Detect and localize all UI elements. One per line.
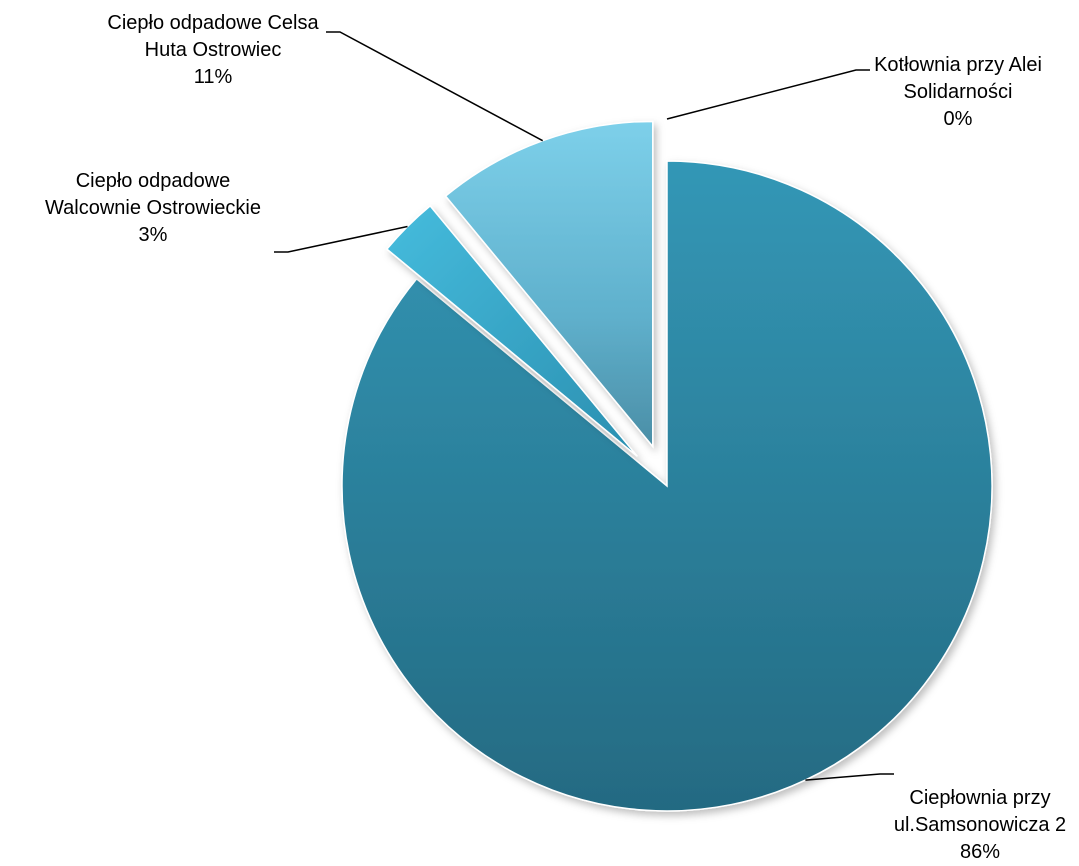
slice-label-celsa: Ciepło odpadowe Celsa Huta Ostrowiec 11% bbox=[107, 10, 318, 91]
slice-label-line: Huta Ostrowiec bbox=[144, 39, 282, 61]
slice-label-line: Walcownie Ostrowieckie bbox=[45, 197, 261, 219]
pie-slice-walcownie bbox=[385, 204, 638, 457]
slice-label-line: Kotłownia przy Alei bbox=[874, 54, 1042, 76]
slice-value-label: 0% bbox=[943, 108, 973, 130]
slice-label-line: Ciepło odpadowe Celsa bbox=[107, 12, 319, 34]
pie-slice-cieplownia bbox=[341, 160, 993, 812]
slice-label-walcownie: Ciepło odpadowe Walcownie Ostrowieckie 3… bbox=[45, 168, 261, 249]
leader-line bbox=[666, 69, 870, 120]
leader-line bbox=[274, 225, 408, 253]
slice-label-line: Ciepłownia przy bbox=[909, 787, 1051, 809]
slice-value-label: 3% bbox=[138, 224, 168, 246]
leader-line bbox=[326, 31, 544, 142]
slice-label-line: Ciepło odpadowe bbox=[75, 170, 231, 192]
leader-line bbox=[805, 773, 894, 781]
slice-value-label: 11% bbox=[193, 66, 233, 88]
slice-label-line: Solidarności bbox=[903, 81, 1013, 103]
slice-label-cieplownia: Ciepłownia przy ul.Samsonowicza 2 86% bbox=[894, 785, 1066, 866]
pie-slice-celsa bbox=[444, 120, 654, 449]
slice-label-line: ul.Samsonowicza 2 bbox=[893, 814, 1067, 836]
slice-label-kotlownia: Kotłownia przy Alei Solidarności 0% bbox=[874, 52, 1042, 133]
